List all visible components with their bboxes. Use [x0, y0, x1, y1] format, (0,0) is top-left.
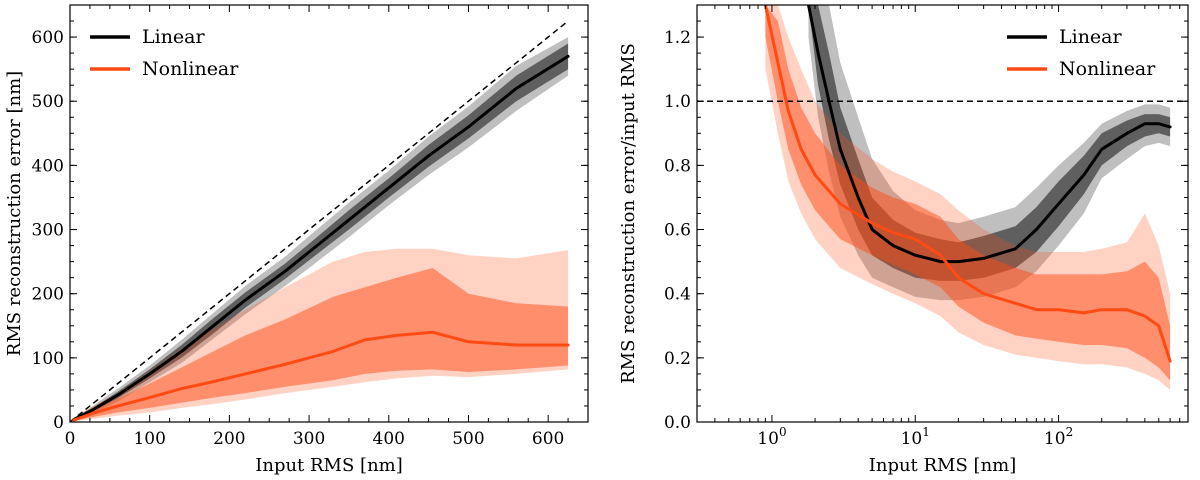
left-panel: 0 100 200 300 400 500 600 0 100 200 300 400 500 600 In… — [4, 4, 589, 476]
y-tick-label: 1.2 — [664, 28, 691, 48]
y-tick-label: 0.4 — [664, 285, 691, 305]
y-tick-label: 0.6 — [664, 221, 691, 241]
y-axis-label: RMS reconstruction error/input RMS — [618, 43, 639, 384]
y-tick-label: 0 — [53, 413, 64, 433]
x-tick-label: 101 — [901, 425, 930, 449]
nonlinear-series-line — [72, 330, 570, 422]
nonlinear-series-line — [763, 5, 1172, 363]
x-tick-label: 100 — [133, 429, 165, 449]
y-axis-label: RMS reconstruction error [nm] — [4, 71, 25, 356]
x-tick-label: 500 — [452, 429, 484, 449]
y-tick-label: 0.8 — [664, 156, 691, 176]
y-tick-label: 600 — [32, 28, 64, 48]
x-tick-label: 102 — [1044, 425, 1073, 449]
x-tick-label: 0 — [65, 429, 76, 449]
linear-series-line — [807, 5, 1172, 264]
y-tick-label: 500 — [32, 92, 64, 112]
linear-inner-band — [74, 43, 569, 421]
nonlinear-inner-band — [74, 268, 569, 421]
plot-area — [70, 20, 570, 422]
y-tick-label: 200 — [32, 285, 64, 305]
linear-series-line — [72, 54, 570, 421]
y-tick-label: 0.0 — [664, 413, 691, 433]
nonlinear-legend-label: Nonlinear — [1059, 58, 1156, 80]
x-tick-label: 200 — [213, 429, 245, 449]
linear-legend-label: Linear — [1059, 26, 1123, 48]
nonlinear-legend-label: Nonlinear — [142, 58, 239, 80]
x-axis-label: Input RMS [nm] — [869, 455, 1017, 476]
identity-reference-line — [70, 20, 569, 422]
linear-inner-band — [808, 5, 1171, 281]
x-tick-label: 100 — [757, 425, 786, 449]
x-tick-label: 400 — [373, 429, 405, 449]
linear-legend-label: Linear — [142, 26, 206, 48]
x-tick-label: 600 — [532, 429, 564, 449]
nonlinear-inner-band — [765, 5, 1171, 381]
x-tick-label: 300 — [293, 429, 325, 449]
y-tick-label: 0.2 — [664, 349, 691, 369]
y-tick-label: 1.0 — [664, 92, 691, 112]
y-tick-label: 300 — [32, 221, 64, 241]
linear-outer-band — [74, 37, 569, 421]
plot-area — [697, 5, 1188, 390]
y-tick-label: 400 — [32, 156, 64, 176]
y-tick-label: 100 — [32, 349, 64, 369]
right-panel: 100 101 102 0.0 0.2 0.4 0.6 0.8 1.0 1.2 Input RMS … — [618, 4, 1189, 476]
x-axis-label: Input RMS [nm] — [255, 455, 403, 476]
